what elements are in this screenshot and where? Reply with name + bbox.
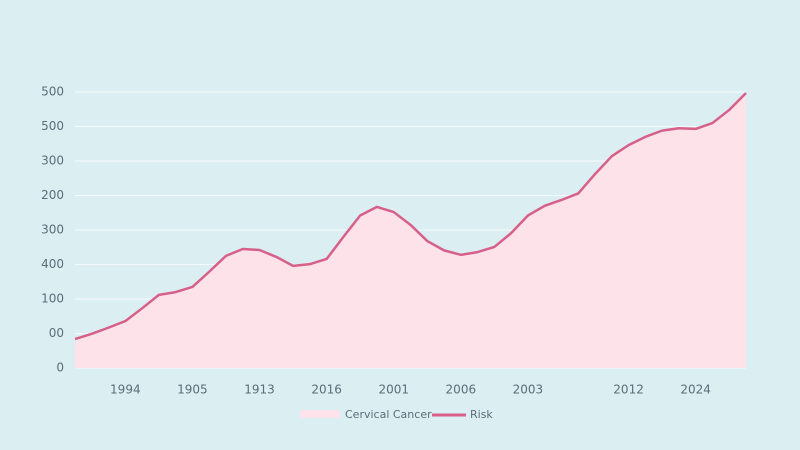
y-tick-label: 100: [41, 292, 64, 306]
y-tick-label: 0: [56, 361, 64, 375]
x-tick-label: 2001: [378, 383, 409, 397]
y-tick-label: 300: [41, 223, 64, 237]
y-tick-label: 00: [49, 326, 64, 340]
x-tick-label: 1905: [177, 383, 208, 397]
x-tick-label: 2006: [446, 383, 477, 397]
y-tick-label: 300: [41, 154, 64, 168]
legend-label: Cervical Cancer: [345, 408, 432, 421]
line: [74, 92, 747, 341]
y-tick-label: 500: [41, 119, 64, 133]
x-tick-label: 2024: [680, 383, 711, 397]
x-tick-label: 2003: [513, 383, 544, 397]
area: [75, 93, 746, 368]
x-tick-label: 2012: [613, 383, 644, 397]
legend-label: Risk: [470, 408, 493, 421]
y-tick-label: 200: [41, 188, 64, 202]
x-tick-label: 2016: [311, 383, 342, 397]
x-tick-label: 1994: [110, 383, 141, 397]
x-tick-label: 1913: [244, 383, 275, 397]
y-tick-label: 500: [41, 85, 64, 99]
y-tick-label: 400: [41, 257, 64, 271]
legend-swatch: [300, 410, 340, 418]
